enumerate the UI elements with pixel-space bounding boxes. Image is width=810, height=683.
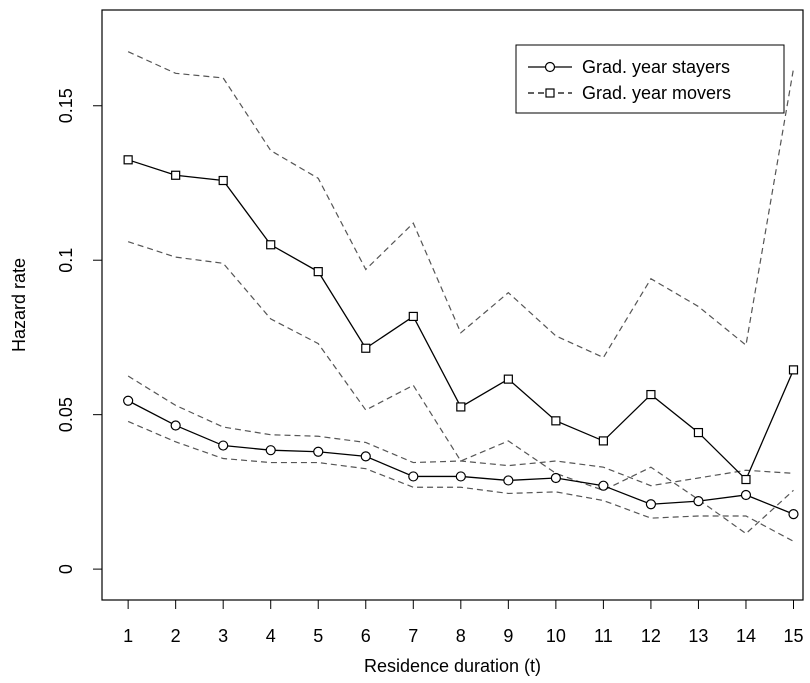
data-point-circle <box>693 496 704 507</box>
x-tick-label: 12 <box>641 626 661 646</box>
y-axis-title: Hazard rate <box>9 258 29 352</box>
x-tick-label: 9 <box>503 626 513 646</box>
data-point-square <box>551 416 561 426</box>
data-point-circle <box>598 480 609 491</box>
series-markers <box>123 155 799 520</box>
x-tick-label: 3 <box>218 626 228 646</box>
legend-items: Grad. year stayers Grad. year movers <box>528 57 731 103</box>
x-tick-label: 11 <box>594 626 613 646</box>
band-upper-line <box>127 51 795 359</box>
data-point-square <box>646 389 656 400</box>
data-point-square <box>361 343 371 353</box>
x-axis: 1 2 3 4 5 6 7 8 9 10 11 12 13 14 15 <box>123 600 804 646</box>
band-lower-line <box>127 420 794 542</box>
data-point-circle <box>455 471 466 482</box>
data-point-circle <box>788 509 799 520</box>
data-point-circle <box>123 395 134 406</box>
x-tick-label: 5 <box>313 626 323 646</box>
legend-marker-circle <box>544 61 556 73</box>
x-tick-label: 4 <box>266 626 276 646</box>
y-axis: 0 0.05 0.1 0.15 <box>56 88 102 574</box>
data-point-circle <box>360 451 371 462</box>
data-point-circle <box>645 499 657 510</box>
y-tick-label: 0.1 <box>56 248 76 273</box>
data-point-circle <box>503 475 514 486</box>
data-point-square <box>598 436 608 446</box>
y-tick-label: 0 <box>56 564 76 574</box>
series-line <box>127 400 794 515</box>
data-point-square <box>313 267 323 277</box>
data-point-circle <box>408 471 419 482</box>
x-axis-title: Residence duration (t) <box>364 656 541 676</box>
data-point-square <box>171 170 181 180</box>
x-tick-label: 13 <box>688 626 708 646</box>
data-point-square <box>408 311 418 322</box>
data-point-circle <box>550 472 561 484</box>
legend-label: Grad. year stayers <box>582 57 730 77</box>
confidence-bands <box>127 51 795 542</box>
x-tick-label: 7 <box>408 626 418 646</box>
band-lower-line <box>127 241 794 535</box>
series-line <box>127 159 795 481</box>
data-point-circle <box>218 440 229 451</box>
data-point-square <box>503 374 513 384</box>
plot-frame <box>101 9 804 601</box>
legend-label: Grad. year movers <box>582 83 731 103</box>
data-point-circle <box>313 446 324 457</box>
x-tick-label: 15 <box>783 626 803 646</box>
data-point-square <box>741 474 751 485</box>
data-point-square <box>218 175 228 186</box>
legend: Grad. year stayers Grad. year movers <box>515 44 785 114</box>
data-point-square <box>266 240 276 250</box>
data-point-circle <box>170 420 181 431</box>
x-tick-label: 1 <box>123 626 133 646</box>
x-tick-label: 10 <box>546 626 566 646</box>
y-tick-label: 0.15 <box>56 88 76 123</box>
x-tick-label: 8 <box>456 626 466 646</box>
y-tick-label: 0.05 <box>56 397 76 432</box>
x-tick-label: 6 <box>361 626 371 646</box>
x-tick-label: 2 <box>171 626 181 646</box>
x-tick-label: 14 <box>736 626 756 646</box>
data-point-square <box>788 365 799 375</box>
data-point-square <box>123 155 133 165</box>
band-upper-line <box>127 375 794 487</box>
legend-marker-square <box>545 88 555 98</box>
data-point-square <box>456 402 466 412</box>
data-point-circle <box>265 445 276 456</box>
legend-box <box>515 44 785 114</box>
data-point-square <box>693 427 704 438</box>
data-point-circle <box>740 489 752 501</box>
